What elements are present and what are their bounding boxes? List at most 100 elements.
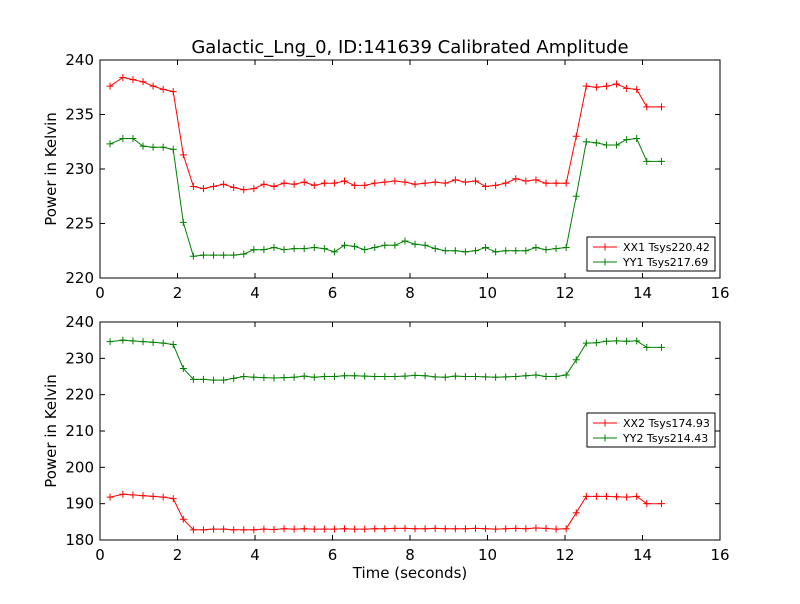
data-point-marker <box>199 375 207 383</box>
data-point-marker <box>572 192 580 200</box>
data-point-marker <box>532 524 540 532</box>
series-line-1 <box>109 493 662 531</box>
data-point-marker <box>260 180 268 188</box>
data-point-marker <box>471 524 479 532</box>
data-point-marker <box>492 248 500 256</box>
data-point-marker <box>592 83 600 91</box>
data-point-marker <box>461 525 469 533</box>
data-point-marker <box>421 241 429 249</box>
data-point-marker <box>522 247 530 255</box>
data-point-marker <box>119 134 127 142</box>
data-point-marker <box>230 374 238 382</box>
legend-box <box>586 412 716 448</box>
x-tick-label: 2 <box>173 284 183 302</box>
data-point-marker <box>512 247 520 255</box>
data-point-marker <box>613 141 621 149</box>
data-point-marker <box>220 251 228 259</box>
data-point-marker <box>280 246 288 254</box>
data-point-marker <box>119 73 127 81</box>
data-point-marker <box>552 373 560 380</box>
data-point-marker <box>341 241 349 249</box>
data-point-marker <box>482 525 490 533</box>
data-point-marker <box>300 245 308 253</box>
data-point-marker <box>572 132 580 140</box>
data-point-marker <box>290 180 298 188</box>
data-point-marker <box>260 525 268 533</box>
data-point-marker <box>471 177 479 185</box>
y-tick-label: 220 <box>65 386 94 404</box>
data-point-marker <box>240 526 248 534</box>
data-point-marker <box>512 175 520 183</box>
data-point-marker <box>106 140 114 148</box>
data-point-marker <box>542 373 550 380</box>
data-point-marker <box>602 337 610 345</box>
data-point-marker <box>492 181 500 189</box>
x-tick-label: 10 <box>478 284 497 302</box>
data-point-marker <box>300 525 308 533</box>
data-point-marker <box>189 526 197 534</box>
data-point-marker <box>411 371 419 379</box>
legend-entry-label: XX2 Tsys174.93 <box>623 417 710 430</box>
data-point-marker <box>502 247 510 255</box>
data-point-marker <box>280 374 288 382</box>
x-tick-label: 0 <box>95 284 105 302</box>
data-point-marker <box>552 179 560 187</box>
data-point-marker <box>502 179 510 187</box>
data-point-marker <box>320 179 328 187</box>
legend-marker <box>601 243 609 251</box>
data-point-marker <box>552 525 560 533</box>
data-point-marker <box>502 373 510 381</box>
x-tick-label: 2 <box>173 546 183 564</box>
data-point-marker <box>512 524 520 532</box>
x-tick-label: 6 <box>328 284 338 302</box>
x-tick-label: 10 <box>478 546 497 564</box>
data-point-marker <box>633 492 641 500</box>
data-point-marker <box>572 356 580 364</box>
data-point-marker <box>512 373 520 380</box>
data-point-marker <box>149 143 157 151</box>
data-point-marker <box>623 84 631 92</box>
data-point-marker <box>361 525 369 533</box>
data-point-marker <box>421 525 429 533</box>
data-point-marker <box>657 103 665 111</box>
data-point-marker <box>179 218 187 226</box>
data-point-marker <box>179 365 187 373</box>
data-point-marker <box>562 179 570 187</box>
data-point-marker <box>280 525 288 533</box>
data-point-marker <box>431 245 439 253</box>
data-point-marker <box>613 80 621 88</box>
x-tick-label: 12 <box>555 546 574 564</box>
data-point-marker <box>159 339 167 347</box>
data-point-marker <box>280 179 288 187</box>
x-tick-label: 12 <box>555 284 574 302</box>
data-point-marker <box>240 186 248 194</box>
data-point-marker <box>139 142 147 150</box>
data-point-marker <box>492 525 500 533</box>
data-point-marker <box>522 525 530 533</box>
data-point-marker <box>361 372 369 380</box>
legend-marker <box>601 434 609 442</box>
data-point-marker <box>623 136 631 144</box>
x-tick-label: 4 <box>250 284 260 302</box>
data-point-marker <box>189 375 197 383</box>
data-point-marker <box>592 139 600 147</box>
data-point-marker <box>542 524 550 532</box>
data-point-marker <box>582 138 590 146</box>
data-point-marker <box>310 243 318 251</box>
data-point-marker <box>411 525 419 533</box>
y-tick-label: 240 <box>65 313 94 331</box>
y-tick-label: 210 <box>65 422 94 440</box>
data-point-marker <box>371 179 379 187</box>
data-point-marker <box>381 525 389 533</box>
data-point-marker <box>250 185 258 193</box>
data-point-marker <box>461 373 469 380</box>
data-point-marker <box>401 524 409 532</box>
data-point-marker <box>159 143 167 151</box>
data-point-marker <box>220 180 228 188</box>
legend-entry-label: YY2 Tsys214.43 <box>622 432 708 445</box>
top-subplot: 0 2 4 6 8 10 12 14 16 220 225 230 235 240 Power in Kel… <box>42 51 730 302</box>
data-point-marker <box>461 178 469 186</box>
data-point-marker <box>260 374 268 382</box>
data-point-marker <box>149 492 157 500</box>
y-tick-label: 225 <box>65 215 94 233</box>
